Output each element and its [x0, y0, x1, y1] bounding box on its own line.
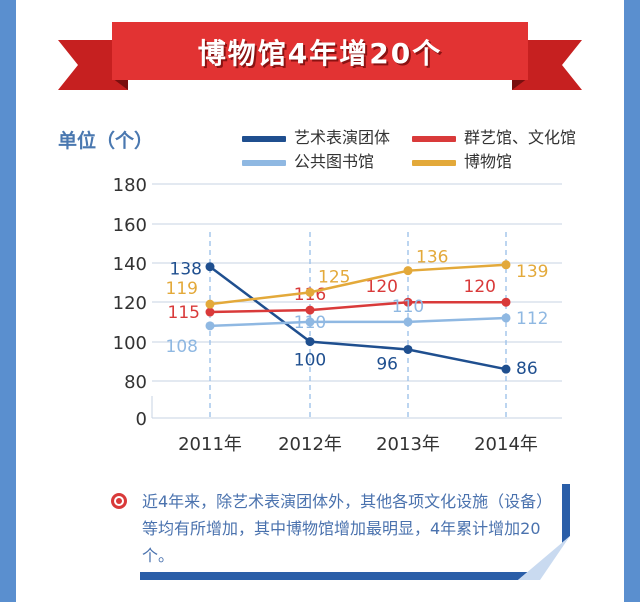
series-line-2 [209, 316, 507, 328]
y-tick-label: 140 [113, 254, 147, 275]
data-point [205, 262, 215, 272]
note-box [100, 476, 576, 586]
x-tick-label: 2014年 [474, 434, 538, 455]
data-label: 120 [464, 277, 496, 297]
data-label: 112 [516, 309, 548, 329]
title-banner: 博物馆4年增20个 [0, 0, 640, 110]
series-line-1 [209, 300, 506, 314]
series-line-3 [209, 263, 507, 306]
data-point [403, 344, 413, 354]
y-tick-label: 180 [113, 175, 147, 196]
legend-swatch-0 [242, 136, 286, 142]
ribbon-graphic [58, 22, 582, 90]
legend-swatch-1 [412, 136, 456, 142]
data-label: 139 [516, 262, 548, 282]
data-point [403, 317, 413, 327]
data-label: 138 [170, 260, 202, 280]
data-point [205, 307, 215, 317]
page-title: 博物馆4年增20个 [197, 37, 443, 70]
x-tick-label: 2012年 [278, 434, 342, 455]
y-tick-label: 120 [113, 293, 147, 314]
data-label: 100 [294, 351, 326, 371]
data-point [205, 321, 215, 331]
x-tick-label: 2011年 [178, 434, 242, 455]
legend-swatch-3 [412, 160, 456, 166]
legend-label-3: 博物馆 [464, 152, 513, 171]
data-point [205, 299, 215, 309]
data-label: 96 [376, 354, 398, 374]
data-label: 120 [366, 277, 398, 297]
data-label: 110 [392, 297, 424, 317]
data-point [305, 287, 315, 297]
y-tick-label: 80 [124, 372, 147, 393]
data-point [501, 260, 511, 270]
data-label: 136 [416, 248, 448, 268]
data-point [501, 364, 511, 374]
data-point [403, 297, 413, 307]
data-label: 119 [166, 279, 198, 299]
legend-label-1: 群艺馆、文化馆 [464, 128, 577, 147]
data-point [305, 337, 315, 347]
series-line-0 [209, 265, 507, 371]
data-point [501, 313, 511, 323]
legend-swatch-2 [242, 160, 286, 166]
legend-label-2: 公共图书馆 [294, 152, 375, 171]
x-tick-label: 2013年 [376, 434, 440, 455]
data-label: 125 [318, 267, 350, 287]
legend-label-0: 艺术表演团体 [294, 128, 391, 147]
note-text: 近4年来，除艺术表演团体外，其他各项文化设施（设备）等均有所增加，其中博物馆增加… [142, 492, 545, 565]
data-label: 86 [516, 359, 538, 379]
data-label: 115 [168, 303, 200, 323]
unit-label: 单位（个） [58, 130, 154, 152]
data-point [403, 266, 413, 276]
data-point [501, 297, 511, 307]
data-point [305, 317, 315, 327]
target-bullet-icon [111, 493, 127, 509]
note-box-graphic [140, 484, 570, 580]
data-label: 108 [166, 337, 198, 357]
y-tick-label: 160 [113, 215, 147, 236]
data-label: 110 [294, 313, 326, 333]
y-tick-label: 0 [136, 409, 147, 430]
y-tick-label: 100 [113, 333, 147, 354]
data-point [305, 305, 315, 315]
